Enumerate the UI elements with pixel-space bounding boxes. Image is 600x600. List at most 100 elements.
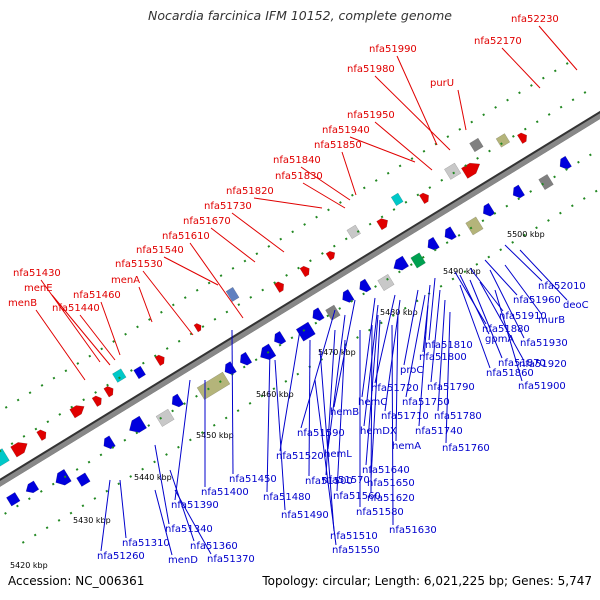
leader-line-deoC	[519, 249, 568, 301]
gene-label-nfa51500: nfa51500	[305, 476, 353, 487]
gene-label-nfa51800: nfa51800	[419, 352, 467, 363]
gene-label-nfa51740: nfa51740	[415, 426, 463, 437]
gene-label-nfa51950: nfa51950	[347, 110, 395, 121]
gene-label-nfa51840: nfa51840	[273, 155, 321, 166]
reverse-gene-16	[342, 289, 355, 303]
gene-label-nfa51650: nfa51650	[367, 478, 415, 489]
gene-label-nfa52170: nfa52170	[474, 36, 522, 47]
gene-label-nfa51820: nfa51820	[226, 186, 274, 197]
leader-line-nfa51450	[231, 329, 234, 475]
leader-line-nfa51590	[300, 309, 336, 429]
leader-line-nfa51930	[489, 269, 525, 339]
gene-label-nfa51710: nfa51710	[381, 411, 429, 422]
gene-label-nfa51560: nfa51560	[333, 491, 381, 502]
gene-label-proC: proC	[400, 365, 423, 376]
gene-label-murB: murB	[538, 315, 565, 326]
leader-line-nfa51650	[370, 319, 381, 479]
forward-gene-4	[91, 395, 102, 408]
gene-label-nfa51480: nfa51480	[263, 492, 311, 503]
leader-line-nfa51520	[279, 329, 301, 452]
gene-label-nfa51900: nfa51900	[518, 381, 566, 392]
gene-label-nfa51260: nfa51260	[97, 551, 145, 562]
reverse-gene-9	[224, 361, 237, 375]
leader-line-nfa52010	[504, 244, 543, 282]
leader-line-nfa51340	[154, 444, 170, 525]
forward-gene-14	[346, 224, 361, 240]
leader-line-nfa51850	[341, 151, 357, 196]
gene-label-nfa51870: nfa51870	[498, 358, 546, 369]
leader-line-menA	[138, 286, 153, 323]
reverse-gene-0	[6, 491, 21, 507]
reverse-gene-19	[393, 255, 410, 271]
reverse-gene-12	[274, 330, 287, 345]
leader-line-nfa51900	[494, 289, 523, 382]
gene-label-nfa51750: nfa51750	[402, 397, 450, 408]
reverse-gene-6	[155, 408, 175, 427]
leader-line-nfa51260	[100, 479, 111, 552]
scale-label: 5450 kbp	[196, 431, 234, 440]
reverse-gene-7	[171, 393, 185, 408]
gene-label-purU: purU	[430, 78, 454, 89]
forward-gene-6	[112, 368, 127, 383]
leader-line-proC	[403, 289, 419, 366]
reverse-gene-26	[538, 173, 554, 191]
leader-line-nfa51560	[336, 339, 346, 492]
scale-label: 5490 kbp	[443, 267, 481, 276]
leader-line-nfa51390	[174, 379, 191, 501]
reverse-gene-8	[196, 371, 231, 400]
reverse-gene-15	[325, 304, 341, 321]
leader-line-nfa51360	[169, 469, 195, 542]
forward-gene-18	[444, 162, 462, 180]
reverse-gene-3	[76, 472, 91, 487]
gene-label-nfa51580: nfa51580	[356, 507, 404, 518]
gene-label-nfa51370: nfa51370	[207, 554, 255, 565]
leader-line-nfa51920	[479, 281, 524, 360]
gene-label-nfa51570: nfa51570	[322, 475, 370, 486]
gene-label-nfa51960: nfa51960	[513, 295, 561, 306]
leader-line-hemDX	[363, 304, 379, 427]
reverse-gene-4	[103, 435, 116, 450]
forward-gene-0	[0, 448, 10, 467]
leader-line-nfa51760	[445, 311, 451, 444]
gene-label-nfa51610: nfa51610	[162, 231, 210, 242]
gene-label-gpmA: gpmA	[485, 334, 514, 345]
leader-line-nfa51670	[210, 227, 256, 263]
forward-gene-7	[133, 365, 147, 380]
forward-gene-5	[103, 386, 114, 398]
forward-gene-11	[273, 281, 284, 293]
leader-line-purU	[457, 89, 467, 131]
leader-line-nfa51940	[349, 136, 416, 163]
leader-line-menE	[51, 294, 111, 366]
leader-line-nfa52170	[501, 47, 541, 89]
forward-gene-3	[69, 405, 85, 419]
leader-line-nfa51730	[231, 212, 285, 253]
forward-gene-19	[461, 162, 481, 179]
gene-label-nfa51530: nfa51530	[115, 259, 163, 270]
gene-label-nfa51340: nfa51340	[165, 524, 213, 535]
leader-line-nfa51500	[308, 339, 311, 477]
forward-gene-12	[299, 265, 310, 278]
reverse-gene-27	[559, 155, 572, 170]
leader-line-nfa52230	[538, 25, 578, 71]
forward-gene-20	[469, 137, 484, 153]
gene-label-nfa51490: nfa51490	[281, 510, 329, 521]
gene-label-nfa51440: nfa51440	[52, 303, 100, 314]
scale-label: 5430 kbp	[73, 516, 111, 525]
forward-gene-21	[495, 133, 511, 148]
gene-label-nfa51910: nfa51910	[499, 311, 547, 322]
forward-gene-10	[225, 286, 240, 302]
leader-line-nfa51720	[374, 294, 396, 384]
reverse-gene-24	[482, 202, 496, 217]
leader-line-nfa51840	[300, 166, 351, 201]
gene-label-nfa52230: nfa52230	[511, 14, 559, 25]
gene-label-nfa51720: nfa51720	[371, 383, 419, 394]
scale-label: 5460 kbp	[256, 390, 294, 399]
gene-label-nfa51400: nfa51400	[201, 487, 249, 498]
reverse-gene-2	[55, 468, 72, 486]
leader-line-murB	[504, 264, 543, 316]
reverse-gene-21	[427, 236, 440, 251]
reverse-gene-18	[377, 273, 395, 292]
scale-label: 5500 kbp	[507, 230, 545, 239]
gene-label-nfa51630: nfa51630	[389, 525, 437, 536]
